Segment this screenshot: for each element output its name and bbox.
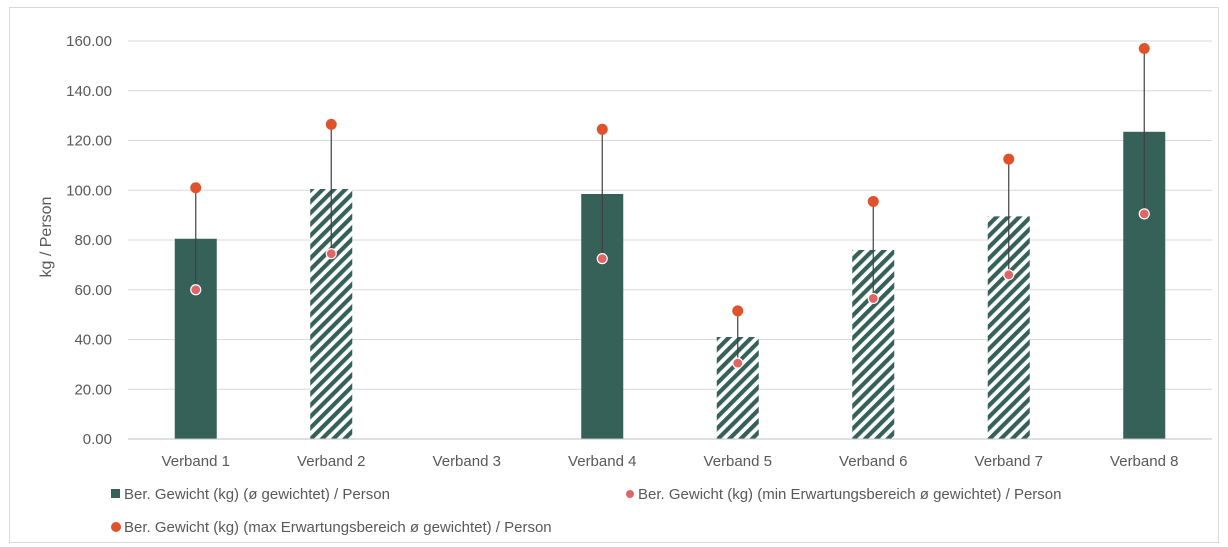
y-tick-label: 160.00 [66, 33, 112, 50]
max-point [1003, 153, 1015, 165]
x-tick-label: Verband 3 [433, 453, 501, 470]
x-tick-label: Verband 8 [1110, 453, 1178, 470]
max-point [596, 123, 608, 135]
y-tick-label: 120.00 [66, 133, 112, 150]
y-tick-label: 40.00 [74, 332, 112, 349]
max-point [190, 182, 202, 194]
bars [174, 131, 1166, 439]
min-point [1138, 208, 1150, 220]
x-tick-label: Verband 1 [162, 453, 230, 470]
y-tick-label: 60.00 [74, 282, 112, 299]
x-tick-label: Verband 5 [704, 453, 772, 470]
legend-swatch-min-point [625, 489, 635, 499]
max-point [867, 195, 879, 207]
y-axis-label: kg / Person [38, 197, 55, 278]
legend: Ber. Gewicht (kg) (ø gewichtet) / Person… [111, 486, 1062, 536]
gridlines [128, 40, 1212, 390]
legend-swatch-bar [111, 489, 120, 498]
x-tick-label: Verband 6 [839, 453, 907, 470]
max-point [1138, 42, 1150, 54]
min-point [596, 253, 608, 265]
range-points [190, 42, 1150, 369]
max-point [325, 118, 337, 130]
x-tick-labels: Verband 1 Verband 2 Verband 3 Verband 4 Verb… [162, 453, 1179, 470]
y-tick-label: 0.00 [83, 431, 112, 448]
legend-label: Ber. Gewicht (kg) (min Erwartungsbereich… [638, 486, 1062, 503]
x-tick-label: Verband 4 [568, 453, 636, 470]
legend-swatch-max-point [111, 522, 121, 532]
y-tick-label: 140.00 [66, 83, 112, 100]
y-tick-label: 80.00 [74, 232, 112, 249]
min-point [867, 292, 879, 305]
max-point [732, 305, 744, 317]
y-tick-labels: 0.00 20.00 40.00 60.00 80.00 100.00 120.00 140.… [66, 33, 112, 448]
min-point [325, 248, 337, 260]
x-tick-label: Verband 2 [297, 453, 365, 470]
legend-label: Ber. Gewicht (kg) (max Erwartungsbereich… [124, 519, 552, 536]
x-tick-label: Verband 7 [975, 453, 1043, 470]
min-point [732, 357, 744, 369]
y-tick-label: 100.00 [66, 182, 112, 199]
min-point [190, 284, 202, 296]
y-tick-label: 20.00 [74, 381, 112, 398]
legend-label: Ber. Gewicht (kg) (ø gewichtet) / Person [124, 486, 390, 503]
min-point [1003, 269, 1015, 281]
range-lines [195, 48, 1145, 364]
